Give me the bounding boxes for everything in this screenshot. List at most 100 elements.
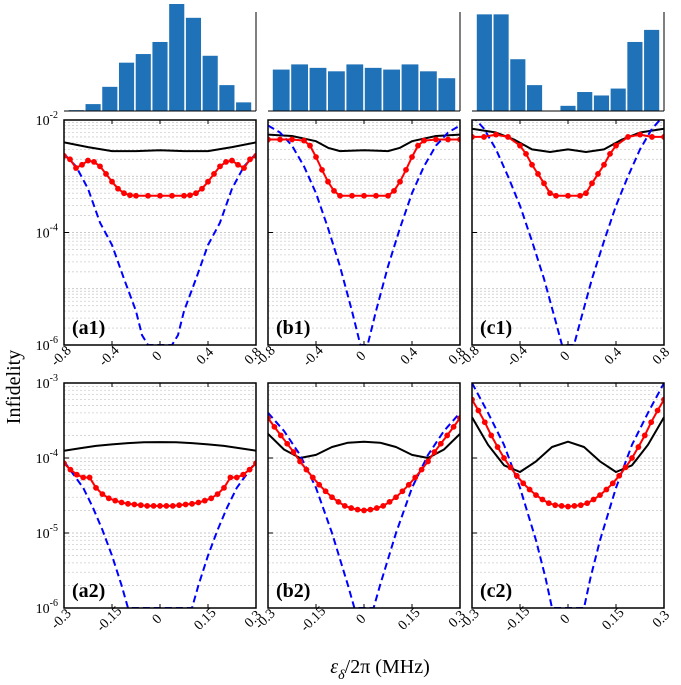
series-marker bbox=[607, 150, 613, 157]
x-tick-label: 0.4 bbox=[398, 345, 421, 368]
histogram-layer bbox=[64, 4, 665, 112]
histogram-bar bbox=[169, 4, 185, 111]
series-marker bbox=[412, 474, 419, 481]
x-tick-label: 0.15 bbox=[192, 606, 220, 634]
series-marker bbox=[127, 192, 133, 199]
series-marker bbox=[301, 137, 307, 144]
series-marker bbox=[271, 423, 278, 430]
series-marker bbox=[385, 192, 391, 199]
histogram-bar bbox=[135, 54, 151, 111]
panel-label: (c1) bbox=[480, 317, 512, 339]
series-marker bbox=[558, 502, 565, 509]
histogram-bar bbox=[102, 86, 118, 111]
histogram-bar bbox=[346, 64, 364, 111]
series-marker bbox=[577, 502, 584, 509]
histogram-bar bbox=[364, 67, 382, 111]
series-marker bbox=[507, 464, 514, 471]
series-marker bbox=[533, 492, 539, 499]
panel-frame bbox=[267, 382, 461, 609]
series-dashed bbox=[268, 124, 460, 345]
series-marker bbox=[73, 471, 80, 478]
gridlines bbox=[64, 386, 256, 586]
y-tick-label: 10-6 bbox=[36, 335, 58, 354]
x-tick-label: 0.4 bbox=[602, 345, 625, 368]
series-marker bbox=[121, 190, 127, 197]
series-marker bbox=[613, 142, 619, 149]
series-marker bbox=[97, 163, 103, 170]
series-marker bbox=[565, 503, 571, 510]
series-marker bbox=[331, 187, 337, 194]
series-marker bbox=[137, 502, 144, 509]
series-marker bbox=[189, 500, 195, 507]
y-tick-label: 10-5 bbox=[36, 523, 58, 542]
series-marker bbox=[319, 166, 325, 173]
y-tick-exponent: -4 bbox=[50, 223, 58, 234]
series-marker bbox=[67, 156, 73, 163]
y-axis-title: Infidelity bbox=[3, 350, 25, 424]
series-dotted-markers bbox=[472, 133, 664, 197]
histogram-bar bbox=[493, 14, 509, 112]
panel-layer: -0.8 -0.4 0 0.4 0.810-210-410-6(a1)-0.8 -0.4 0… bbox=[36, 110, 673, 635]
series-solid bbox=[64, 441, 256, 452]
series-marker bbox=[475, 407, 482, 414]
series-marker bbox=[277, 136, 283, 143]
series-marker bbox=[513, 472, 520, 479]
series-marker bbox=[654, 407, 661, 414]
y-tick-exponent: -4 bbox=[50, 448, 58, 459]
series-marker bbox=[367, 506, 374, 513]
x-tick-label: 0.3 bbox=[650, 608, 673, 631]
y-tick-exponent: -5 bbox=[50, 523, 58, 534]
x-tick-label: 0.8 bbox=[650, 345, 673, 368]
x-axis-title: εδ/2π (MHz) bbox=[330, 656, 429, 683]
histogram-bar bbox=[291, 64, 308, 111]
series-marker bbox=[589, 180, 595, 187]
series-marker bbox=[217, 163, 223, 170]
series-marker bbox=[577, 192, 583, 199]
histogram-bar bbox=[219, 85, 235, 111]
series-group bbox=[64, 141, 256, 345]
histogram-bar bbox=[420, 71, 437, 111]
series-marker bbox=[307, 142, 313, 149]
x-tick-label: 0 bbox=[354, 349, 370, 365]
histogram-bar bbox=[593, 95, 610, 111]
series-marker bbox=[373, 505, 380, 511]
series-marker bbox=[541, 180, 547, 187]
series-marker bbox=[641, 432, 648, 439]
series-marker bbox=[118, 499, 125, 506]
series-marker bbox=[335, 498, 342, 505]
x-tick-label: 0 bbox=[150, 349, 166, 365]
series-marker bbox=[415, 142, 421, 149]
series-marker bbox=[229, 157, 235, 164]
histogram-bar bbox=[577, 92, 593, 111]
series-dashed bbox=[64, 153, 256, 345]
series-marker bbox=[583, 190, 589, 197]
series-marker bbox=[526, 486, 533, 493]
series-dashed bbox=[64, 460, 256, 608]
series-marker bbox=[399, 488, 406, 495]
series-dotted-markers bbox=[268, 138, 460, 197]
x-axis-title-symbol: ε bbox=[330, 656, 338, 678]
histogram-bar bbox=[328, 71, 345, 111]
x-tick-label: -0.4 bbox=[504, 343, 530, 369]
series-marker bbox=[595, 171, 601, 177]
series-marker bbox=[193, 190, 199, 197]
series-marker bbox=[529, 161, 535, 168]
series-marker bbox=[397, 178, 403, 185]
series-marker bbox=[545, 500, 552, 507]
series-marker bbox=[208, 495, 215, 502]
series-marker bbox=[277, 432, 284, 439]
panel-c2: -0.3 -0.15 0 0.15 0.3(c2) bbox=[456, 382, 673, 635]
series-marker bbox=[115, 185, 121, 192]
series-marker bbox=[444, 432, 451, 439]
panel-a2: -0.3 -0.15 0 0.15 0.310-310-410-510-6(a2) bbox=[36, 373, 265, 635]
series-marker bbox=[112, 497, 119, 504]
series-marker bbox=[176, 502, 183, 509]
series-marker bbox=[150, 502, 157, 509]
histogram-bar bbox=[185, 17, 202, 112]
series-marker bbox=[79, 161, 85, 168]
series-marker bbox=[182, 501, 189, 508]
x-tick-label: 0.15 bbox=[600, 606, 628, 634]
series-marker bbox=[391, 187, 397, 194]
series-marker bbox=[105, 495, 112, 502]
histogram-bar bbox=[401, 64, 419, 111]
